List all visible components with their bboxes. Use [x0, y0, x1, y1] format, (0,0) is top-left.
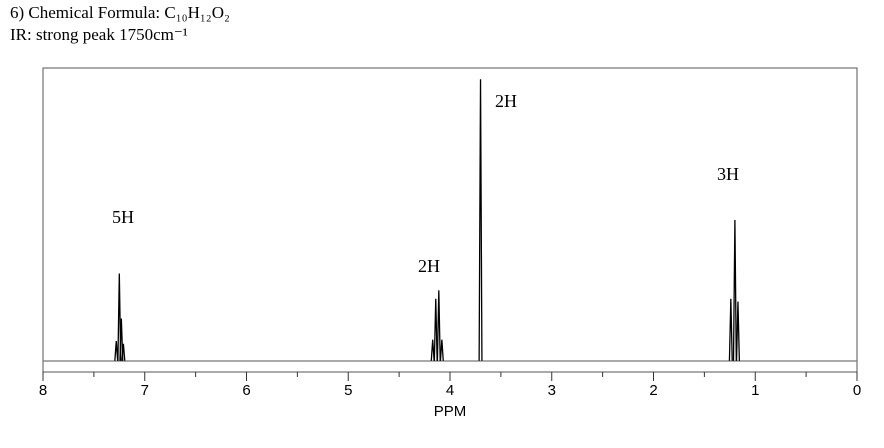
- x-tick-label: 0: [853, 382, 861, 399]
- chart-title: 6) Chemical Formula: C₁₀H₁₂O₂: [10, 3, 230, 22]
- integration-label: 2H: [418, 256, 440, 276]
- integration-label: 2H: [495, 91, 517, 111]
- integration-label: 3H: [717, 164, 739, 184]
- x-axis-label: PPM: [434, 403, 467, 420]
- x-tick-label: 1: [751, 382, 759, 399]
- x-tick-label: 6: [242, 382, 250, 399]
- chart-subtitle: IR: strong peak 1750cm⁻¹: [10, 25, 188, 44]
- peak: [114, 340, 119, 361]
- peak: [478, 79, 483, 361]
- peak: [117, 273, 122, 361]
- peak: [436, 290, 441, 361]
- peak: [430, 339, 435, 361]
- peak: [119, 318, 124, 361]
- x-tick-label: 4: [446, 382, 454, 399]
- x-tick-label: 2: [649, 382, 657, 399]
- peak: [433, 298, 438, 361]
- x-tick-label: 5: [344, 382, 352, 399]
- peak: [732, 219, 737, 361]
- x-tick-label: 8: [39, 382, 47, 399]
- peak: [735, 301, 741, 361]
- peak: [121, 343, 126, 361]
- peak: [728, 298, 733, 361]
- peak: [439, 339, 444, 361]
- integration-label: 5H: [112, 207, 134, 227]
- x-tick-label: 7: [141, 382, 149, 399]
- x-tick-label: 3: [548, 382, 556, 399]
